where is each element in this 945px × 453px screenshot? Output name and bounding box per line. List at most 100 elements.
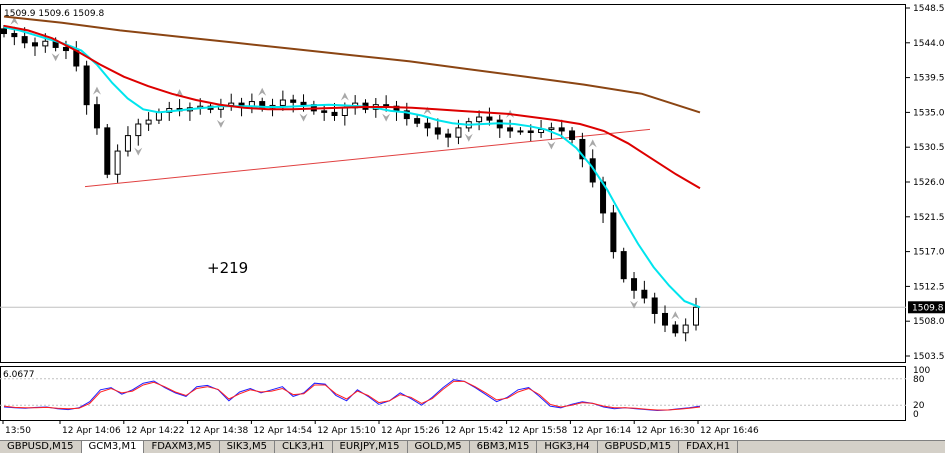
candle-body — [31, 42, 38, 47]
x-tick-label: 12 Apr 15:26 — [381, 426, 440, 436]
candle-body — [62, 46, 69, 52]
x-tick-label: 12 Apr 14:38 — [190, 426, 249, 436]
candle-body — [548, 127, 555, 130]
x-tick-label: 12 Apr 14:22 — [126, 426, 185, 436]
x-tick-label: 12 Apr 14:06 — [62, 426, 121, 436]
candle-body — [610, 212, 617, 253]
candle-body — [434, 127, 441, 135]
y-tick-label: 1530.5 — [913, 143, 945, 153]
fractal-marker — [630, 300, 639, 309]
candle-body — [507, 127, 514, 132]
candle-body — [321, 110, 328, 113]
trend-line — [84, 128, 651, 188]
chart-tab[interactable]: FDAXM3,M5 — [144, 441, 220, 453]
chart-tab[interactable]: GCM3,M1 — [81, 441, 145, 453]
fractal-marker — [92, 86, 101, 95]
candle-body — [279, 99, 286, 106]
chart-tab[interactable]: GBPUSD,M15 — [0, 441, 82, 453]
candle-body — [290, 99, 297, 103]
fractal-marker — [340, 92, 349, 101]
profit-annotation: +219 — [207, 259, 248, 277]
candle-body — [414, 118, 421, 124]
oscillator-value: 6.0677 — [3, 370, 35, 380]
candle-body — [569, 130, 576, 140]
y-tick-label: 1512.5 — [913, 282, 945, 292]
fractal-marker — [216, 119, 225, 128]
candle-body — [155, 111, 162, 121]
y-tick-label: 1544.0 — [913, 39, 945, 49]
x-tick-label: 13:50 — [5, 426, 31, 436]
moving-average-line-2 — [3, 15, 701, 114]
ohlc-readout: 1509.9 1509.6 1509.8 — [4, 9, 104, 19]
fractal-marker — [671, 311, 680, 320]
candle-body — [527, 130, 534, 134]
moving-average-line-1 — [3, 24, 701, 190]
candle-body — [672, 324, 679, 334]
chart-area[interactable]: 1548.5 1544.0 1539.5 1535.0 1530.5 1526.0 1521… — [0, 0, 945, 440]
x-tick-label: 12 Apr 15:10 — [317, 426, 376, 436]
fractal-marker — [547, 141, 556, 150]
fractal-marker — [299, 113, 308, 122]
x-tick-label: 12 Apr 15:58 — [509, 426, 568, 436]
candle-body — [11, 33, 18, 38]
chart-tab[interactable]: GOLD,M5 — [408, 441, 470, 453]
candle-body — [693, 306, 699, 326]
candle-body — [259, 101, 266, 109]
candle-body — [476, 116, 483, 123]
fractal-marker — [464, 133, 473, 142]
candle-body — [682, 324, 689, 334]
y-tick-label: 1535.0 — [913, 108, 945, 118]
osc-y-tick-label: 20 — [913, 401, 925, 411]
candle-body — [21, 36, 28, 44]
candle-body — [114, 150, 121, 175]
x-tick-label: 12 Apr 16:14 — [572, 426, 631, 436]
y-tick-label: 1517.0 — [913, 248, 945, 258]
chart-tab[interactable]: HGK3,H4 — [537, 441, 598, 453]
candle-body — [455, 127, 462, 138]
candle-body — [641, 289, 648, 299]
osc-y-tick-label: 0 — [913, 410, 919, 420]
candle-body — [42, 40, 49, 47]
x-tick-label: 12 Apr 16:30 — [636, 426, 695, 436]
candle-body — [558, 127, 565, 132]
last-price-label: 1509.8 — [912, 303, 944, 313]
y-tick-label: 1548.5 — [913, 4, 945, 14]
candle-body — [331, 111, 338, 116]
fractal-marker — [382, 113, 391, 122]
osc-y-tick-label: 80 — [913, 375, 925, 385]
candle-body — [579, 138, 586, 160]
main-plot-frame — [0, 4, 906, 363]
chart-tab[interactable]: 6BM3,M15 — [470, 441, 538, 453]
y-tick-label: 1503.5 — [913, 352, 945, 362]
candle-body — [341, 107, 348, 116]
chart-tab[interactable]: FDAX,H1 — [679, 441, 739, 453]
chart-tab[interactable]: EURJPY,M15 — [333, 441, 408, 453]
candle-body — [517, 130, 524, 133]
moving-average-line-0 — [3, 26, 701, 309]
candle-body — [445, 133, 452, 138]
candle-body — [662, 312, 669, 326]
x-tick-label: 12 Apr 14:54 — [253, 426, 312, 436]
candle-body — [1, 28, 7, 35]
candle-body — [300, 101, 307, 106]
candle-body — [631, 278, 638, 291]
fractal-marker — [134, 147, 143, 156]
oscillator-line-1 — [3, 380, 701, 411]
chart-tab[interactable]: SIK3,M5 — [220, 441, 275, 453]
candle-body — [93, 104, 100, 129]
oscillator-frame — [0, 366, 906, 421]
last-price-box — [908, 301, 945, 314]
fractal-marker — [51, 53, 60, 62]
y-tick-label: 1539.5 — [913, 74, 945, 84]
chart-tab-bar: GBPUSD,M15 GCM3,M1 FDAXM3,M5 SIK3,M5 CLK3,H1… — [0, 440, 945, 453]
candle-body — [383, 104, 390, 107]
chart-tab[interactable]: GBPUSD,M15 — [598, 441, 680, 453]
chart-tab[interactable]: CLK3,H1 — [275, 441, 333, 453]
candle-body — [124, 135, 131, 152]
osc-y-tick-label: 100 — [913, 366, 930, 376]
x-tick-label: 12 Apr 16:46 — [700, 426, 759, 436]
candle-body — [145, 119, 152, 125]
y-tick-label: 1526.0 — [913, 178, 945, 188]
candle-body — [83, 65, 90, 106]
fractal-marker — [588, 139, 597, 148]
